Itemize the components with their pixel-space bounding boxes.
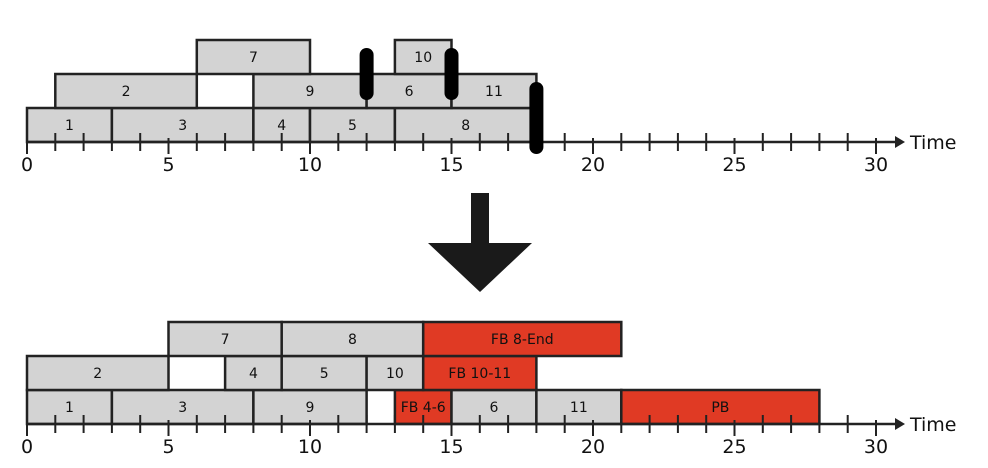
task-block: 10 — [365, 354, 425, 392]
task-label: 4 — [249, 366, 258, 382]
axis-arrowhead-icon — [895, 136, 905, 148]
tick-label: 15 — [439, 436, 463, 458]
task-block: 5 — [308, 106, 397, 144]
task-label: 5 — [348, 118, 357, 134]
task-block: 2 — [54, 72, 199, 110]
checkpoint-marker — [359, 48, 374, 100]
task-block-rect — [252, 388, 368, 426]
task-block-rect — [280, 354, 368, 392]
task-block: 11 — [535, 388, 623, 426]
bottom-timeline: 1 3 9 FB 4-6 6 11 PB 2 4 5 10 FB 10-11 7 8 FB 8-End 0 5 1… — [21, 320, 957, 458]
task-label: 9 — [306, 400, 315, 416]
checkpoint-marker — [529, 82, 544, 154]
task-label: 8 — [461, 118, 470, 134]
task-block-rect — [280, 320, 425, 358]
tick-label: 25 — [722, 154, 746, 176]
tick-label: 5 — [162, 154, 174, 176]
task-block: 4 — [223, 354, 283, 392]
tick-label: 30 — [864, 436, 888, 458]
task-block: 3 — [110, 106, 255, 144]
task-label: 11 — [485, 84, 503, 100]
down-arrow-icon — [428, 193, 532, 292]
task-label: 6 — [489, 400, 498, 416]
task-block: 6 — [365, 72, 453, 110]
task-block: 7 — [167, 320, 283, 358]
tick-label: 25 — [722, 436, 746, 458]
task-label: PB — [711, 400, 729, 416]
task-block: PB — [620, 388, 821, 426]
task-label: 7 — [249, 50, 258, 66]
task-block: FB 8-End — [421, 320, 623, 358]
task-block: 2 — [25, 354, 170, 392]
tick-label: 0 — [21, 154, 33, 176]
task-label: 11 — [570, 400, 588, 416]
task-label: 3 — [178, 400, 187, 416]
task-block-rect — [421, 354, 538, 392]
task-block-rect — [54, 72, 199, 110]
top-timeline: 1 3 4 5 8 2 9 6 11 7 10 0 5 10 15 20 25 30 Time — [21, 38, 957, 176]
task-label: 6 — [405, 84, 414, 100]
task-label: FB 10-11 — [448, 366, 511, 382]
task-block-rect — [365, 72, 453, 110]
tick-label: 10 — [298, 154, 322, 176]
task-label: FB 8-End — [491, 332, 554, 348]
task-label: 10 — [386, 366, 404, 382]
axis-arrowhead-icon — [895, 418, 905, 430]
task-label: FB 4-6 — [401, 400, 446, 416]
task-label: 4 — [277, 118, 286, 134]
task-label: 10 — [414, 50, 432, 66]
tick-label: 15 — [439, 154, 463, 176]
tick-label: 20 — [581, 154, 605, 176]
task-block: FB 10-11 — [421, 354, 538, 392]
task-block: 11 — [450, 72, 538, 110]
task-block-rect — [535, 388, 623, 426]
task-block: 5 — [280, 354, 368, 392]
task-block: 8 — [280, 320, 425, 358]
task-label: 1 — [65, 118, 74, 134]
task-block: 8 — [393, 106, 538, 144]
task-block: 9 — [252, 72, 368, 110]
task-block: 10 — [393, 38, 453, 76]
task-block: 9 — [252, 388, 368, 426]
tick-label: 0 — [21, 436, 33, 458]
task-label: 2 — [93, 366, 102, 382]
task-block: 3 — [110, 388, 255, 426]
axis-title: Time — [909, 132, 957, 154]
checkpoint-marker — [444, 48, 459, 100]
tick-label: 30 — [864, 154, 888, 176]
task-block: 1 — [25, 106, 114, 144]
task-label: 2 — [122, 84, 131, 100]
tick-label: 20 — [581, 436, 605, 458]
task-label: 1 — [65, 400, 74, 416]
task-label: 5 — [320, 366, 329, 382]
task-label: 8 — [348, 332, 357, 348]
task-block-rect — [167, 320, 283, 358]
task-block-rect — [110, 388, 255, 426]
task-label: 3 — [178, 118, 187, 134]
tick-label: 10 — [298, 436, 322, 458]
task-block-rect — [25, 354, 170, 392]
task-block: 7 — [195, 38, 312, 76]
task-block: 6 — [450, 388, 538, 426]
task-block: 1 — [25, 388, 114, 426]
task-block-rect — [450, 72, 538, 110]
task-label: 9 — [306, 84, 315, 100]
task-block-rect — [421, 320, 623, 358]
tick-label: 5 — [162, 436, 174, 458]
axis-title: Time — [909, 414, 957, 436]
task-label: 7 — [221, 332, 230, 348]
task-block-rect — [393, 38, 453, 76]
task-block-rect — [195, 38, 312, 76]
